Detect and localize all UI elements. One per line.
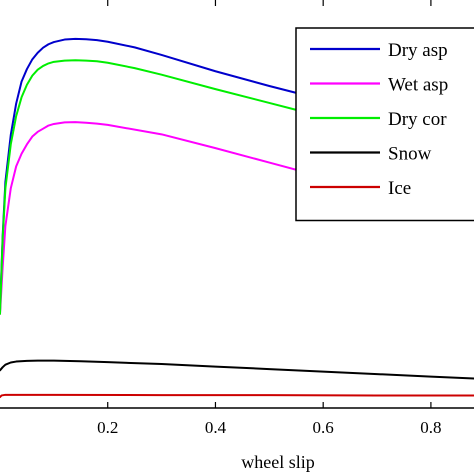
x-tick-label: 0.6 [313, 418, 334, 437]
series-line-4 [0, 393, 474, 399]
x-axis-ticks: 0.2 0.4 0.6 0.8 [97, 0, 442, 437]
legend-label: Ice [388, 178, 411, 199]
legend-label: Snow [388, 144, 432, 165]
legend-label: Dry asp [388, 40, 448, 61]
x-axis-label: wheel slip [241, 452, 315, 472]
legend: Dry asp Wet asp Dry cor Snow Ice [295, 27, 474, 222]
series-line-3 [0, 359, 474, 380]
x-tick-label: 0.4 [205, 418, 227, 437]
x-tick-label: 0.8 [420, 418, 441, 437]
series-line-2 [0, 59, 325, 315]
x-tick-label: 0.2 [97, 418, 118, 437]
legend-label: Dry cor [388, 109, 447, 130]
series-line-1 [0, 121, 474, 315]
legend-label: Wet asp [388, 75, 448, 96]
legend-box [295, 27, 474, 222]
